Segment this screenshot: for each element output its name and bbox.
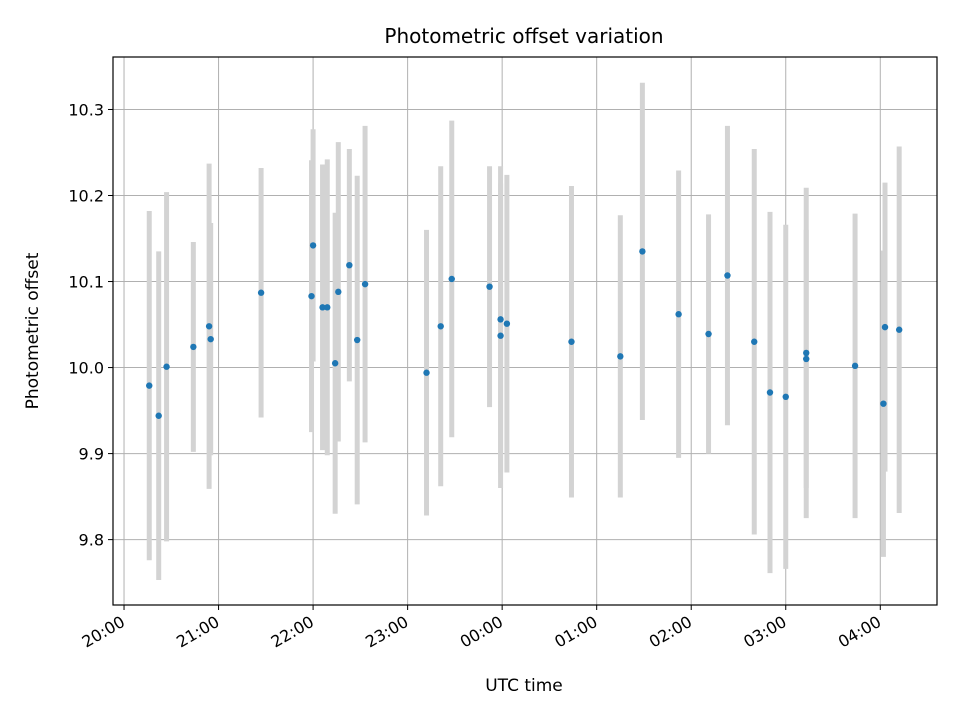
data-point bbox=[437, 323, 444, 330]
data-point bbox=[881, 323, 889, 331]
data-point bbox=[766, 389, 774, 396]
y-tick-label: 10.0 bbox=[68, 359, 104, 378]
data-point bbox=[568, 338, 575, 345]
data-point bbox=[803, 355, 810, 363]
data-point bbox=[354, 336, 361, 344]
y-tick-label: 10.3 bbox=[68, 100, 104, 119]
data-point bbox=[205, 323, 213, 330]
data-point bbox=[803, 349, 810, 357]
data-point bbox=[497, 316, 504, 323]
data-point bbox=[207, 335, 214, 343]
data-point bbox=[319, 304, 326, 311]
data-point bbox=[724, 272, 731, 279]
data-point bbox=[324, 304, 331, 311]
plot-frame bbox=[112, 56, 938, 606]
data-point bbox=[497, 332, 504, 339]
data-point bbox=[782, 393, 789, 401]
data-point bbox=[895, 326, 903, 333]
y-tick-label: 10.1 bbox=[68, 273, 104, 292]
data-point bbox=[503, 320, 511, 327]
data-point bbox=[486, 283, 493, 290]
data-point bbox=[190, 343, 197, 351]
data-point bbox=[880, 400, 887, 407]
data-point bbox=[639, 248, 646, 255]
data-point bbox=[617, 353, 624, 360]
y-tick-label: 10.2 bbox=[68, 187, 104, 206]
data-point bbox=[361, 280, 369, 288]
data-point bbox=[851, 362, 859, 370]
data-point bbox=[751, 338, 758, 345]
y-axis-title: Photometric offset bbox=[23, 252, 43, 409]
data-point bbox=[448, 275, 455, 283]
data-point bbox=[423, 369, 430, 376]
data-point bbox=[155, 412, 162, 419]
data-point bbox=[335, 288, 342, 296]
y-tick-label: 9.9 bbox=[79, 445, 104, 464]
chart-title: Photometric offset variation bbox=[384, 24, 663, 48]
data-point bbox=[257, 289, 265, 296]
data-point bbox=[346, 261, 353, 269]
x-axis-title: UTC time bbox=[485, 676, 563, 696]
data-point bbox=[309, 242, 317, 249]
data-point bbox=[675, 311, 682, 318]
data-point bbox=[331, 360, 339, 367]
data-point bbox=[146, 382, 153, 389]
data-point bbox=[308, 292, 315, 300]
data-point bbox=[163, 363, 170, 370]
data-points bbox=[146, 242, 903, 419]
data-point bbox=[705, 330, 712, 338]
y-tick-label: 9.8 bbox=[79, 531, 104, 550]
